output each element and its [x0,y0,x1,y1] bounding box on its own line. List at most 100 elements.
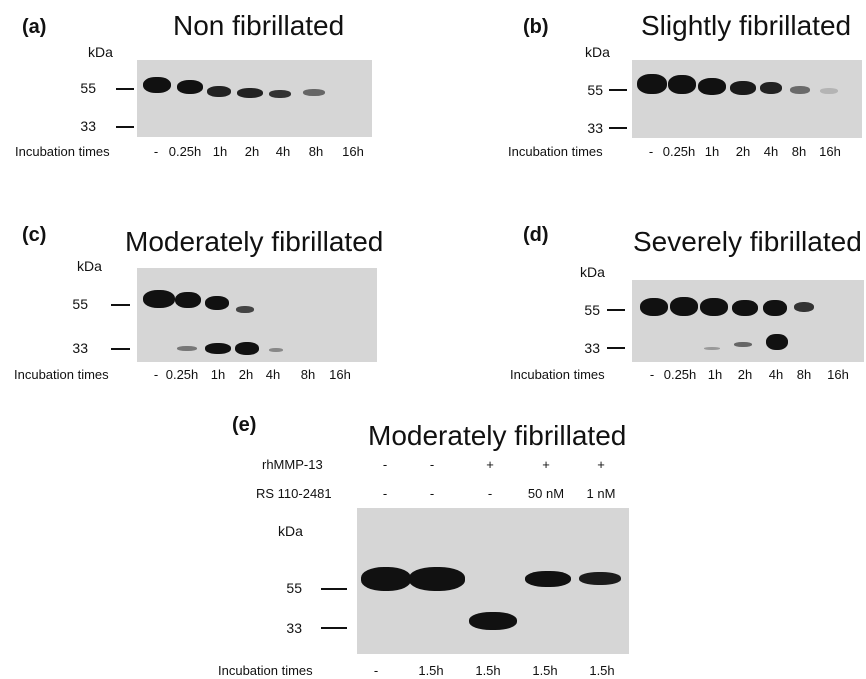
kda-label: kDa [88,44,113,60]
lane-label: - [153,144,159,159]
lane-label: 0.25h [168,144,202,159]
inhibitor-value: 1 nM [586,486,616,501]
marker-tick [111,348,130,350]
panel-title: Severely fibrillated [633,226,862,257]
western-blot-a [137,60,372,137]
mw-marker-high: 55 [587,82,603,98]
protein-band [760,82,782,94]
incubation-label: Incubation times [15,144,110,159]
panel-title: Moderately fibrillated [368,420,627,451]
kda-label: kDa [580,264,605,280]
mw-marker-low: 33 [587,120,603,136]
lane-label: 16h [827,367,849,382]
protein-band [269,90,291,98]
enzyme-value: + [486,457,494,472]
protein-band [235,342,259,355]
western-blot-c [137,268,377,362]
lane-label: 0.25h [165,367,199,382]
lane-label: 2h [244,144,260,159]
protein-band [766,334,788,350]
lane-label: 1.5h [532,663,558,678]
lane-label: 0.25h [663,367,697,382]
lane-label: 8h [796,367,812,382]
protein-band [269,348,283,352]
lane-label: 2h [238,367,254,382]
mw-marker-low: 33 [72,340,88,356]
lane-label: 1h [704,144,720,159]
protein-band [237,88,263,98]
panel-title: Non fibrillated [173,10,345,41]
protein-band [143,290,175,308]
inhibitor-value: - [382,486,388,501]
lane-label: 4h [763,144,779,159]
protein-band [303,89,325,96]
protein-band [732,300,758,316]
inhibitor-value: - [429,486,435,501]
lane-label: 8h [791,144,807,159]
lane-label: 0.25h [662,144,696,159]
lane-label: 8h [300,367,316,382]
protein-band [177,80,203,94]
inhibitor-value: - [487,486,493,501]
marker-tick [321,588,347,590]
marker-tick [111,304,130,306]
protein-band [409,567,465,591]
protein-band [236,306,254,313]
marker-tick [609,89,627,91]
kda-label: kDa [278,523,303,539]
marker-tick [609,127,627,129]
lane-label: - [649,367,655,382]
panel-letter: (e) [232,414,257,436]
lane-label: 1.5h [589,663,615,678]
protein-band [361,567,411,591]
mw-marker-low: 33 [80,118,96,134]
protein-band [205,296,229,310]
protein-band [175,292,201,308]
panel-letter: (a) [22,16,47,38]
lane-label: 16h [329,367,351,382]
protein-band [670,297,698,316]
lane-label: 1h [707,367,723,382]
protein-band [143,77,171,93]
lane-label: 2h [737,367,753,382]
marker-tick [116,126,134,128]
mw-marker-low: 33 [286,620,302,636]
kda-label: kDa [77,258,102,274]
lane-label: - [648,144,654,159]
lane-label: 2h [735,144,751,159]
enzyme-value: + [542,457,550,472]
protein-band [698,78,726,95]
protein-band [525,571,571,587]
protein-band [763,300,787,316]
protein-band [820,88,838,94]
protein-band [177,346,197,351]
inhibitor-value: 50 nM [527,486,565,501]
lane-label: - [153,367,159,382]
lane-label: 1.5h [418,663,444,678]
lane-label: 4h [265,367,281,382]
panel-letter: (b) [523,16,549,38]
protein-band [700,298,728,316]
protein-band [730,81,756,95]
lane-label: - [373,663,379,678]
lane-label: 16h [342,144,364,159]
incubation-label: Incubation times [508,144,603,159]
kda-label: kDa [585,44,610,60]
marker-tick [607,347,625,349]
mw-marker-high: 55 [584,302,600,318]
lane-label: 1h [210,367,226,382]
western-blot-d [632,280,864,362]
panel-letter: (d) [523,224,549,246]
protein-band [207,86,231,97]
panel-letter: (c) [22,224,47,246]
lane-label: 8h [308,144,324,159]
protein-band [205,343,231,354]
incubation-label: Incubation times [510,367,605,382]
protein-band [734,342,752,347]
panel-title: Moderately fibrillated [125,226,384,257]
mw-marker-low: 33 [584,340,600,356]
mw-marker-high: 55 [72,296,88,312]
lane-label: 4h [275,144,291,159]
enzyme-row-label: rhMMP-13 [262,457,323,472]
enzyme-value: - [429,457,435,472]
